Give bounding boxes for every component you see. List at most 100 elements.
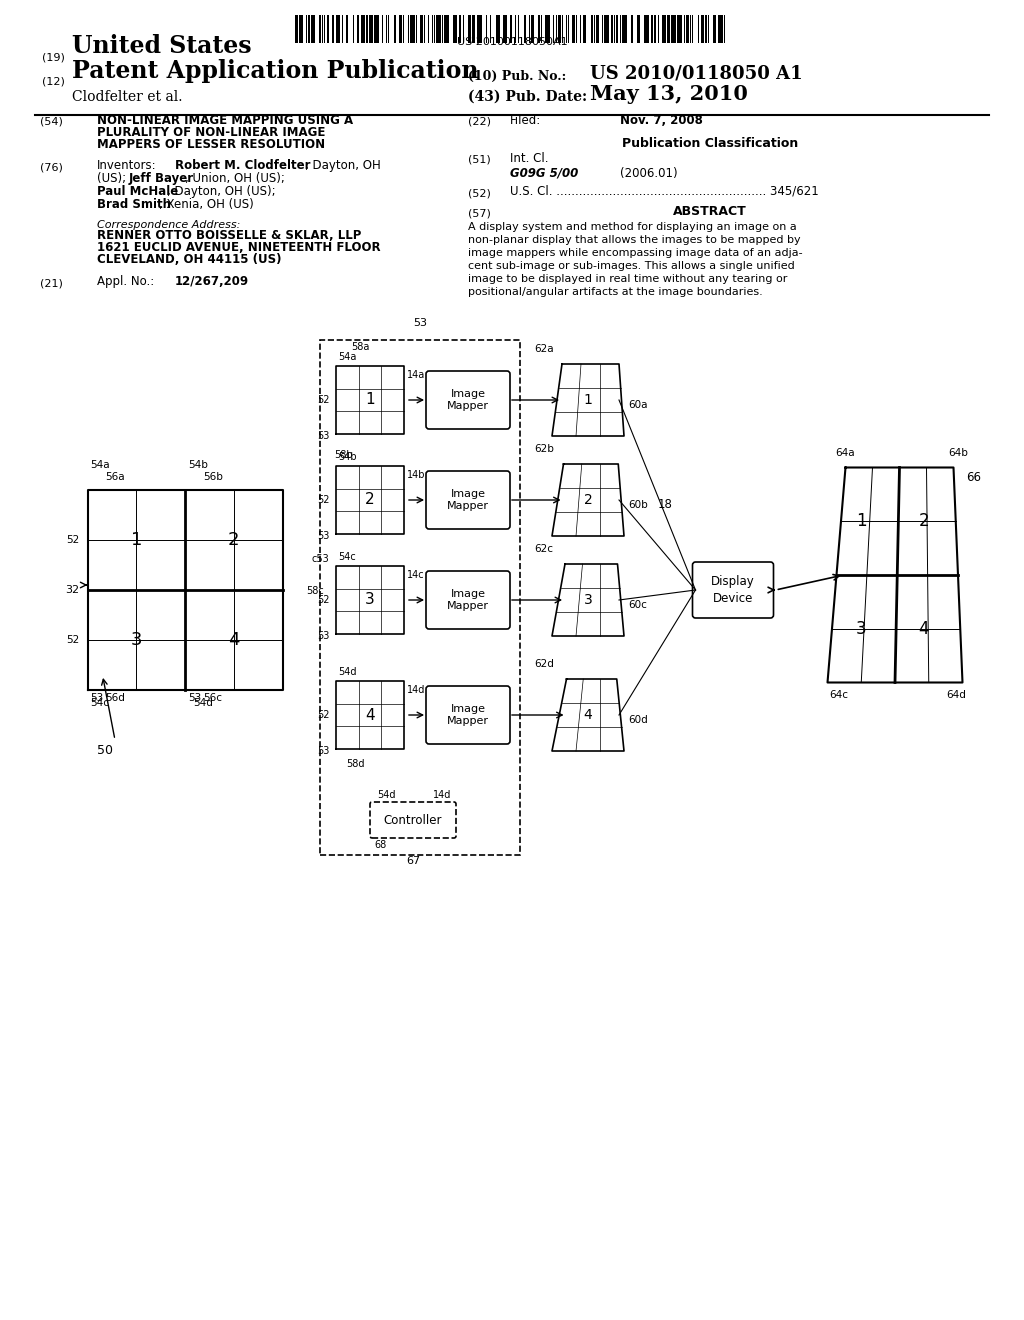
Text: (2006.01): (2006.01)	[620, 168, 678, 180]
Text: MAPPERS OF LESSER RESOLUTION: MAPPERS OF LESSER RESOLUTION	[97, 139, 326, 150]
Text: Image
Mapper: Image Mapper	[447, 488, 489, 511]
Text: Image
Mapper: Image Mapper	[447, 389, 489, 412]
Text: G09G 5/00: G09G 5/00	[510, 168, 579, 180]
Bar	[299, 15, 303, 44]
Bar	[568, 15, 569, 44]
Text: positional/angular artifacts at the image boundaries.: positional/angular artifacts at the imag…	[468, 286, 763, 297]
Text: 66: 66	[967, 471, 981, 484]
Text: , Dayton, OH (US);: , Dayton, OH (US);	[167, 185, 275, 198]
Text: (22): (22)	[468, 117, 490, 127]
FancyBboxPatch shape	[426, 572, 510, 630]
Bar	[382, 15, 383, 44]
Text: 62a: 62a	[535, 345, 554, 354]
Text: 2: 2	[584, 492, 592, 507]
Text: A display system and method for displaying an image on a: A display system and method for displayi…	[468, 222, 797, 232]
Bar	[356, 15, 359, 44]
Bar	[686, 15, 689, 44]
Bar	[701, 15, 705, 44]
Text: 62c: 62c	[535, 544, 554, 554]
Text: 52: 52	[67, 535, 80, 545]
Bar	[414, 15, 415, 44]
Text: 14b: 14b	[407, 470, 426, 480]
Bar	[472, 15, 475, 44]
Bar	[308, 15, 309, 44]
Text: 52: 52	[317, 710, 330, 719]
Text: 54d: 54d	[338, 667, 356, 677]
Text: 1: 1	[856, 512, 866, 531]
Bar	[632, 15, 633, 44]
Bar	[591, 15, 593, 44]
Text: 53: 53	[317, 531, 330, 541]
Bar	[295, 15, 298, 44]
Text: cent sub-image or sub-images. This allows a single unified: cent sub-image or sub-images. This allow…	[468, 261, 795, 271]
Text: Display
Device: Display Device	[711, 576, 755, 605]
Bar	[442, 15, 443, 44]
Text: Correspondence Address:: Correspondence Address:	[97, 220, 241, 230]
Text: (12): (12)	[42, 77, 65, 87]
Bar	[468, 15, 471, 44]
Text: 53: 53	[317, 746, 330, 756]
Text: (21): (21)	[40, 279, 62, 288]
Text: 53: 53	[317, 631, 330, 642]
Text: (43) Pub. Date:: (43) Pub. Date:	[468, 90, 587, 104]
Text: 53: 53	[188, 693, 202, 704]
Text: Image
Mapper: Image Mapper	[447, 589, 489, 611]
Text: 56a: 56a	[105, 473, 125, 482]
Text: 54a: 54a	[338, 352, 356, 362]
Bar	[416, 15, 418, 44]
Bar	[644, 15, 648, 44]
Text: 12/267,209: 12/267,209	[175, 275, 249, 288]
Text: 62d: 62d	[535, 659, 554, 669]
Bar	[327, 15, 329, 44]
Bar	[510, 15, 512, 44]
Text: 32: 32	[66, 585, 80, 595]
Bar	[706, 15, 707, 44]
Bar	[477, 15, 482, 44]
Bar	[657, 15, 658, 44]
Text: , Dayton, OH: , Dayton, OH	[305, 158, 381, 172]
Text: (US);: (US);	[97, 172, 130, 185]
Bar	[352, 15, 354, 44]
Bar	[336, 15, 340, 44]
Bar	[546, 15, 550, 44]
Text: (10) Pub. No.:: (10) Pub. No.:	[468, 70, 566, 83]
Text: 1621 EUCLID AVENUE, NINETEENTH FLOOR: 1621 EUCLID AVENUE, NINETEENTH FLOOR	[97, 242, 381, 253]
Bar	[459, 15, 462, 44]
Text: 53: 53	[90, 693, 103, 704]
Text: 14d: 14d	[433, 789, 452, 800]
Text: 60b: 60b	[628, 500, 648, 510]
Bar	[596, 15, 599, 44]
Bar	[428, 15, 429, 44]
Text: Filed:: Filed:	[510, 114, 542, 127]
Bar	[611, 15, 612, 44]
Text: 58b: 58b	[334, 450, 352, 459]
Text: , Union, OH (US);: , Union, OH (US);	[185, 172, 285, 185]
Text: United States: United States	[72, 34, 252, 58]
Text: 4: 4	[228, 631, 240, 649]
FancyBboxPatch shape	[426, 471, 510, 529]
Bar	[371, 15, 373, 44]
Text: (19): (19)	[42, 51, 65, 62]
Text: 1: 1	[131, 531, 142, 549]
FancyBboxPatch shape	[426, 686, 510, 744]
Text: 60d: 60d	[628, 715, 648, 725]
Text: 2: 2	[919, 512, 929, 531]
Text: 3: 3	[584, 593, 592, 607]
Bar	[653, 15, 656, 44]
Bar	[319, 15, 321, 44]
FancyBboxPatch shape	[370, 803, 456, 838]
Text: Robert M. Clodfelter: Robert M. Clodfelter	[175, 158, 310, 172]
Bar	[616, 15, 617, 44]
Text: 4: 4	[919, 620, 929, 638]
Bar	[388, 15, 389, 44]
Bar	[310, 15, 315, 44]
Text: 52: 52	[317, 395, 330, 405]
Bar	[398, 15, 401, 44]
Text: ABSTRACT: ABSTRACT	[673, 205, 746, 218]
Bar	[360, 15, 366, 44]
Text: 56d: 56d	[105, 693, 125, 704]
Text: 60c: 60c	[628, 601, 647, 610]
Text: 4: 4	[366, 708, 375, 722]
Bar	[319, 341, 520, 855]
Bar	[562, 15, 563, 44]
